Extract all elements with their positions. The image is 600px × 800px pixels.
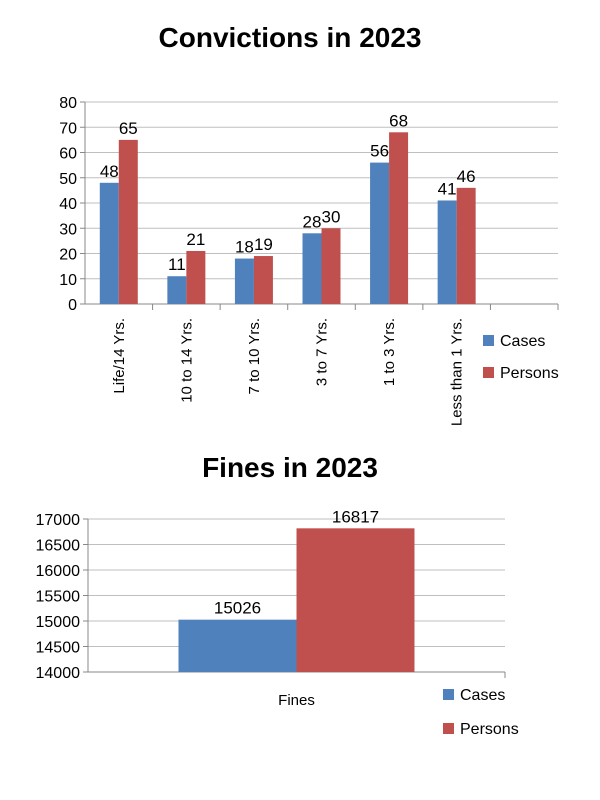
chart1-data-label: 48 xyxy=(100,162,119,181)
chart1-category-label: Life/14 Yrs. xyxy=(111,318,128,394)
chart-title-fines: Fines in 2023 xyxy=(202,452,378,483)
chart2-legend-swatch-cases xyxy=(443,689,454,700)
chart1-y-tick-label: 80 xyxy=(59,95,77,112)
chart2-data-label: 15026 xyxy=(214,599,261,618)
chart1-data-label: 30 xyxy=(322,207,341,226)
chart2-y-tick-label: 14000 xyxy=(36,665,81,682)
chart1-category-label: 3 to 7 Yrs. xyxy=(314,318,331,386)
chart1-legend-label-cases: Cases xyxy=(500,333,545,350)
chart2-bar-persons-0 xyxy=(296,528,415,672)
chart1-bar-persons-2 xyxy=(253,256,273,304)
chart1-data-label: 68 xyxy=(389,111,408,130)
chart1-data-label: 65 xyxy=(119,119,138,138)
chart2-legend-label-persons: Persons xyxy=(460,721,519,738)
chart2-y-tick-label: 16500 xyxy=(36,538,81,555)
chart1-bar-persons-3 xyxy=(321,228,341,304)
chart1-category-label: 1 to 3 Yrs. xyxy=(381,318,398,386)
chart1-category-label: 7 to 10 Yrs. xyxy=(246,318,263,394)
chart1-data-label: 28 xyxy=(303,212,322,231)
chart1-data-label: 46 xyxy=(457,167,476,186)
chart1-y-tick-label: 20 xyxy=(59,247,77,264)
chart1-y-tick-label: 50 xyxy=(59,171,77,188)
chart1-y-tick-label: 40 xyxy=(59,196,77,213)
chart1-data-label: 41 xyxy=(438,179,457,198)
chart1-bar-persons-1 xyxy=(186,250,206,304)
chart1-bar-persons-4 xyxy=(389,132,409,304)
chart2-y-tick-label: 15000 xyxy=(36,614,81,631)
chart2-legend-swatch-persons xyxy=(443,723,454,734)
chart1-data-label: 18 xyxy=(235,238,254,257)
chart2-y-tick-label: 17000 xyxy=(36,512,81,529)
chart2-y-tick-label: 14500 xyxy=(36,640,81,657)
chart1-category-label: Less than 1 Yrs. xyxy=(449,318,466,426)
chart1-y-tick-label: 0 xyxy=(68,297,77,314)
chart2-y-tick-label: 15500 xyxy=(36,589,81,606)
chart1-bar-persons-5 xyxy=(456,187,476,304)
chart1-bar-cases-2 xyxy=(234,258,254,304)
chart2-category-label: Fines xyxy=(278,692,315,709)
chart1-legend-label-persons: Persons xyxy=(500,365,559,382)
chart1-bar-cases-1 xyxy=(167,276,187,304)
chart1-bar-cases-4 xyxy=(370,162,390,304)
chart1-legend-swatch-cases xyxy=(483,335,494,346)
chart1-data-label: 19 xyxy=(254,235,273,254)
chart2-y-tick-label: 16000 xyxy=(36,563,81,580)
chart2-legend-label-cases: Cases xyxy=(460,687,505,704)
chart2-bar-cases-0 xyxy=(178,619,297,672)
chart1-category-label: 10 to 14 Yrs. xyxy=(178,318,195,403)
chart1-bar-cases-0 xyxy=(99,182,119,304)
chart1-y-tick-label: 60 xyxy=(59,146,77,163)
chart2-data-label: 16817 xyxy=(332,507,379,526)
chart1-y-tick-label: 30 xyxy=(59,221,77,238)
chart1-bar-persons-0 xyxy=(118,139,138,304)
chart1-bar-cases-3 xyxy=(302,233,322,304)
chart1-y-tick-label: 10 xyxy=(59,272,77,289)
chart1-data-label: 56 xyxy=(370,142,389,161)
chart1-data-label: 21 xyxy=(186,230,205,249)
chart1-data-label: 11 xyxy=(168,255,186,274)
chart1-y-tick-label: 70 xyxy=(59,120,77,137)
chart1-bar-cases-5 xyxy=(437,200,457,304)
chart1-legend-swatch-persons xyxy=(483,367,494,378)
chart-title-convictions: Convictions in 2023 xyxy=(158,22,422,53)
